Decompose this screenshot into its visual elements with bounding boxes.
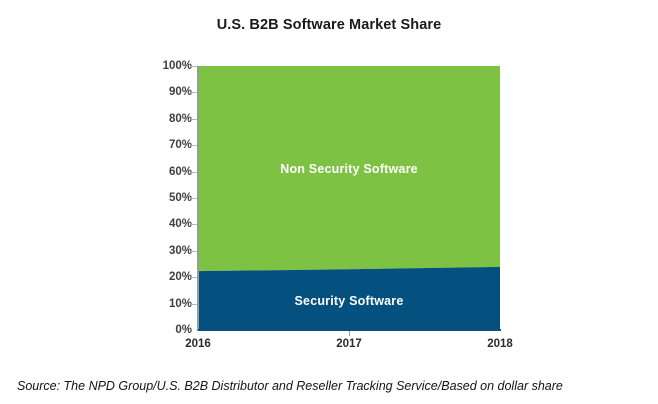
- x-axis-line: [198, 329, 501, 331]
- y-axis-tick-mark: [191, 251, 197, 252]
- y-axis-tick-label: 30%: [168, 244, 192, 257]
- y-axis-tick-mark: [191, 304, 197, 305]
- y-axis-tick-mark: [191, 92, 197, 93]
- area-non-security-software: [198, 66, 500, 272]
- y-axis-tick-mark: [191, 172, 197, 173]
- area-security-software: [198, 266, 500, 330]
- y-axis-tick-label: 70%: [168, 139, 192, 152]
- y-axis-tick-label: 20%: [168, 271, 192, 284]
- area-chart-svg: [198, 66, 500, 330]
- y-axis-tick-mark: [191, 119, 197, 120]
- y-axis-tick-label: 100%: [162, 60, 192, 72]
- page-title: U.S. B2B Software Market Share: [216, 17, 442, 33]
- chart-plot-area: [198, 66, 500, 330]
- y-axis-tick-mark: [191, 145, 197, 146]
- y-axis-tick-label: 60%: [168, 165, 192, 178]
- y-axis-tick-label: 90%: [168, 86, 192, 99]
- x-axis-tick-label: 2018: [487, 338, 513, 350]
- stacked-area-canvas: [198, 66, 500, 330]
- source-footnote: Source: The NPD Group/U.S. B2B Distribut…: [17, 379, 563, 393]
- x-axis-tick-label: 2017: [336, 338, 362, 350]
- y-axis-labels: 0% 10% 20% 30% 40% 50% 60% 70% 80% 90% 100%: [143, 0, 192, 404]
- y-axis-tick-label: 10%: [168, 297, 192, 310]
- y-axis-tick-mark: [191, 198, 197, 199]
- x-axis-tick-label: 2016: [185, 338, 211, 350]
- y-axis-tick-label: 40%: [168, 218, 192, 231]
- y-axis-tick-label: 50%: [168, 192, 192, 204]
- y-axis-tick-label: 80%: [168, 112, 192, 125]
- y-axis-tick-mark: [191, 224, 197, 225]
- series-label-non-security-software: Non Security Software: [280, 161, 418, 176]
- y-axis-line: [197, 66, 199, 331]
- y-axis-tick-mark: [191, 66, 197, 67]
- y-axis-tick-label: 0%: [175, 324, 192, 336]
- series-label-security-software: Security Software: [294, 293, 404, 308]
- x-axis-tick-mark: [349, 331, 350, 336]
- y-axis-tick-mark: [191, 277, 197, 278]
